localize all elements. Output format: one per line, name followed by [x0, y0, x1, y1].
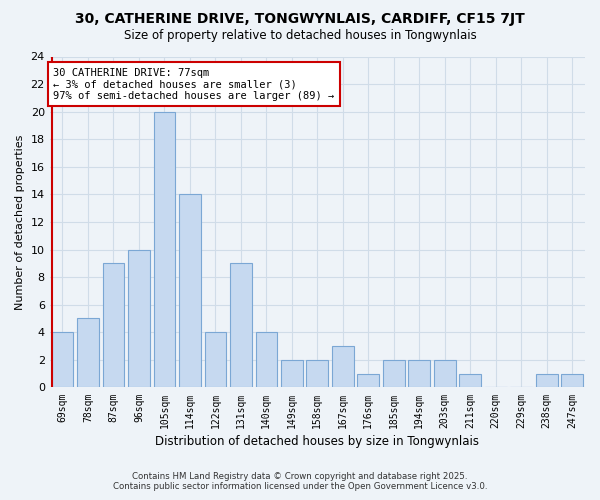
Text: Size of property relative to detached houses in Tongwynlais: Size of property relative to detached ho… [124, 29, 476, 42]
Bar [332, 346, 353, 388]
Bar [409, 360, 430, 388]
Text: 30, CATHERINE DRIVE, TONGWYNLAIS, CARDIFF, CF15 7JT: 30, CATHERINE DRIVE, TONGWYNLAIS, CARDIF… [75, 12, 525, 26]
Bar [205, 332, 226, 388]
Bar [536, 374, 557, 388]
Bar [358, 374, 379, 388]
Text: Contains HM Land Registry data © Crown copyright and database right 2025.
Contai: Contains HM Land Registry data © Crown c… [113, 472, 487, 491]
Bar [307, 360, 328, 388]
Bar [256, 332, 277, 388]
Bar [179, 194, 201, 388]
Bar [77, 318, 99, 388]
X-axis label: Distribution of detached houses by size in Tongwynlais: Distribution of detached houses by size … [155, 434, 479, 448]
Y-axis label: Number of detached properties: Number of detached properties [15, 134, 25, 310]
Bar [434, 360, 455, 388]
Bar [52, 332, 73, 388]
Bar [460, 374, 481, 388]
Bar [154, 112, 175, 388]
Bar [562, 374, 583, 388]
Bar [383, 360, 404, 388]
Bar [281, 360, 302, 388]
Bar [128, 250, 150, 388]
Bar [230, 264, 251, 388]
Bar [103, 264, 124, 388]
Text: 30 CATHERINE DRIVE: 77sqm
← 3% of detached houses are smaller (3)
97% of semi-de: 30 CATHERINE DRIVE: 77sqm ← 3% of detach… [53, 68, 335, 100]
